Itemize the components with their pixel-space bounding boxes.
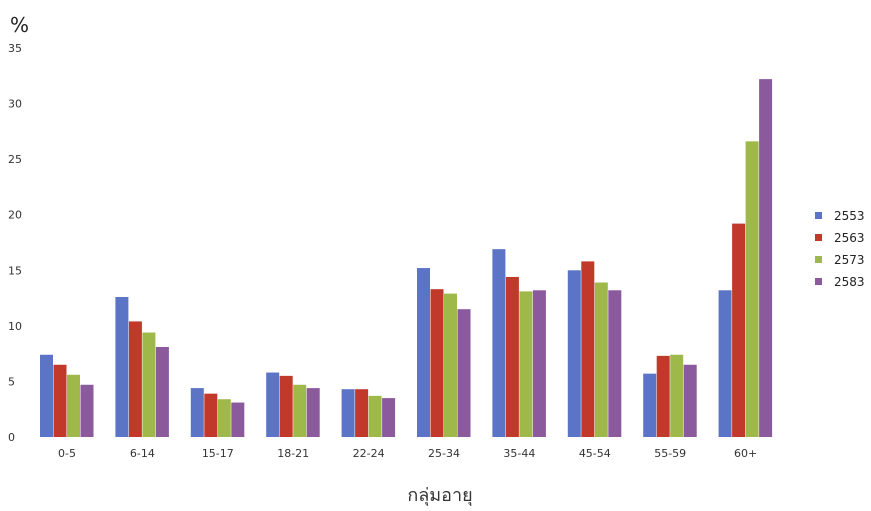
bar-2583-0-5 bbox=[80, 384, 94, 437]
bar-2583-22-24 bbox=[382, 398, 396, 437]
bar-2583-55-59 bbox=[683, 364, 697, 437]
x-tick-label: 25-34 bbox=[428, 447, 460, 460]
bar-2583-45-54 bbox=[608, 290, 622, 437]
legend: 2553 2563 2573 2583 bbox=[815, 209, 865, 289]
bar-2563-15-17 bbox=[204, 393, 218, 437]
bar-2563-45-54 bbox=[581, 261, 595, 437]
x-tick-label: 0-5 bbox=[58, 447, 76, 460]
bar-2563-6-14 bbox=[128, 321, 142, 437]
bar-2553-18-21 bbox=[266, 372, 280, 437]
bar-2563-60+ bbox=[732, 223, 746, 437]
bar-2563-55-59 bbox=[656, 355, 670, 437]
x-tick-label: 45-54 bbox=[579, 447, 611, 460]
bar-2553-0-5 bbox=[40, 354, 53, 437]
x-tick-label: 60+ bbox=[734, 447, 757, 460]
y-tick-label: 5 bbox=[8, 375, 15, 388]
legend-label: 2553 bbox=[834, 209, 865, 223]
x-axis-ticks: 0-5 6-14 15-17 18-21 22-24 25-34 35-44 45-54 55-… bbox=[58, 447, 757, 460]
bar-2563-25-34 bbox=[430, 289, 444, 437]
y-tick-label: 25 bbox=[8, 153, 22, 166]
x-tick-label: 22-24 bbox=[353, 447, 385, 460]
y-axis-label: % bbox=[10, 13, 29, 37]
bar-2573-60+ bbox=[745, 141, 759, 438]
bar-2583-25-34 bbox=[457, 309, 471, 437]
bar-2553-25-34 bbox=[417, 268, 430, 437]
bar-2573-18-21 bbox=[293, 384, 307, 437]
bar-2573-15-17 bbox=[217, 399, 231, 437]
bar-2563-22-24 bbox=[355, 389, 369, 437]
y-axis-ticks: 0 5 10 15 20 25 30 35 bbox=[8, 42, 22, 444]
x-axis-label: กลุ่มอายุ bbox=[407, 485, 472, 506]
bar-2573-45-54 bbox=[594, 282, 608, 437]
x-tick-label: 35-44 bbox=[503, 447, 535, 460]
y-tick-label: 20 bbox=[8, 209, 22, 222]
y-tick-label: 30 bbox=[8, 98, 22, 111]
y-tick-label: 0 bbox=[8, 431, 15, 444]
y-tick-label: 35 bbox=[8, 42, 22, 55]
x-tick-label: 6-14 bbox=[130, 447, 155, 460]
bar-2553-22-24 bbox=[341, 389, 355, 437]
legend-label: 2583 bbox=[834, 275, 865, 289]
bars bbox=[40, 79, 773, 438]
legend-swatch bbox=[815, 256, 822, 263]
bar-2553-45-54 bbox=[567, 270, 581, 437]
bar-2573-35-44 bbox=[519, 291, 533, 437]
legend-label: 2563 bbox=[834, 231, 865, 245]
bar-2553-6-14 bbox=[115, 296, 129, 437]
x-tick-label: 18-21 bbox=[277, 447, 309, 460]
bar-2583-18-21 bbox=[306, 388, 320, 437]
bar-2573-25-34 bbox=[444, 293, 457, 437]
bar-2573-55-59 bbox=[670, 354, 684, 437]
bar-2583-35-44 bbox=[532, 290, 546, 437]
bar-2583-60+ bbox=[759, 79, 773, 438]
legend-swatch bbox=[815, 212, 822, 219]
x-tick-label: 15-17 bbox=[202, 447, 234, 460]
bar-2573-6-14 bbox=[142, 332, 156, 437]
x-tick-label: 55-59 bbox=[654, 447, 686, 460]
bar-2563-0-5 bbox=[53, 364, 67, 437]
legend-label: 2573 bbox=[834, 253, 865, 267]
bar-2583-15-17 bbox=[231, 402, 245, 437]
legend-swatch bbox=[815, 278, 822, 285]
y-tick-label: 15 bbox=[8, 264, 22, 277]
legend-swatch bbox=[815, 234, 822, 241]
bar-2553-35-44 bbox=[492, 249, 506, 437]
bar-2563-35-44 bbox=[505, 276, 519, 437]
bar-2583-6-14 bbox=[155, 346, 169, 437]
bar-2553-55-59 bbox=[643, 373, 657, 437]
bar-2553-60+ bbox=[718, 290, 732, 437]
bar-2573-0-5 bbox=[67, 374, 80, 437]
y-tick-label: 10 bbox=[8, 320, 22, 333]
bar-2553-15-17 bbox=[190, 388, 204, 437]
bar-2563-18-21 bbox=[279, 375, 293, 437]
bar-2573-22-24 bbox=[368, 395, 382, 437]
